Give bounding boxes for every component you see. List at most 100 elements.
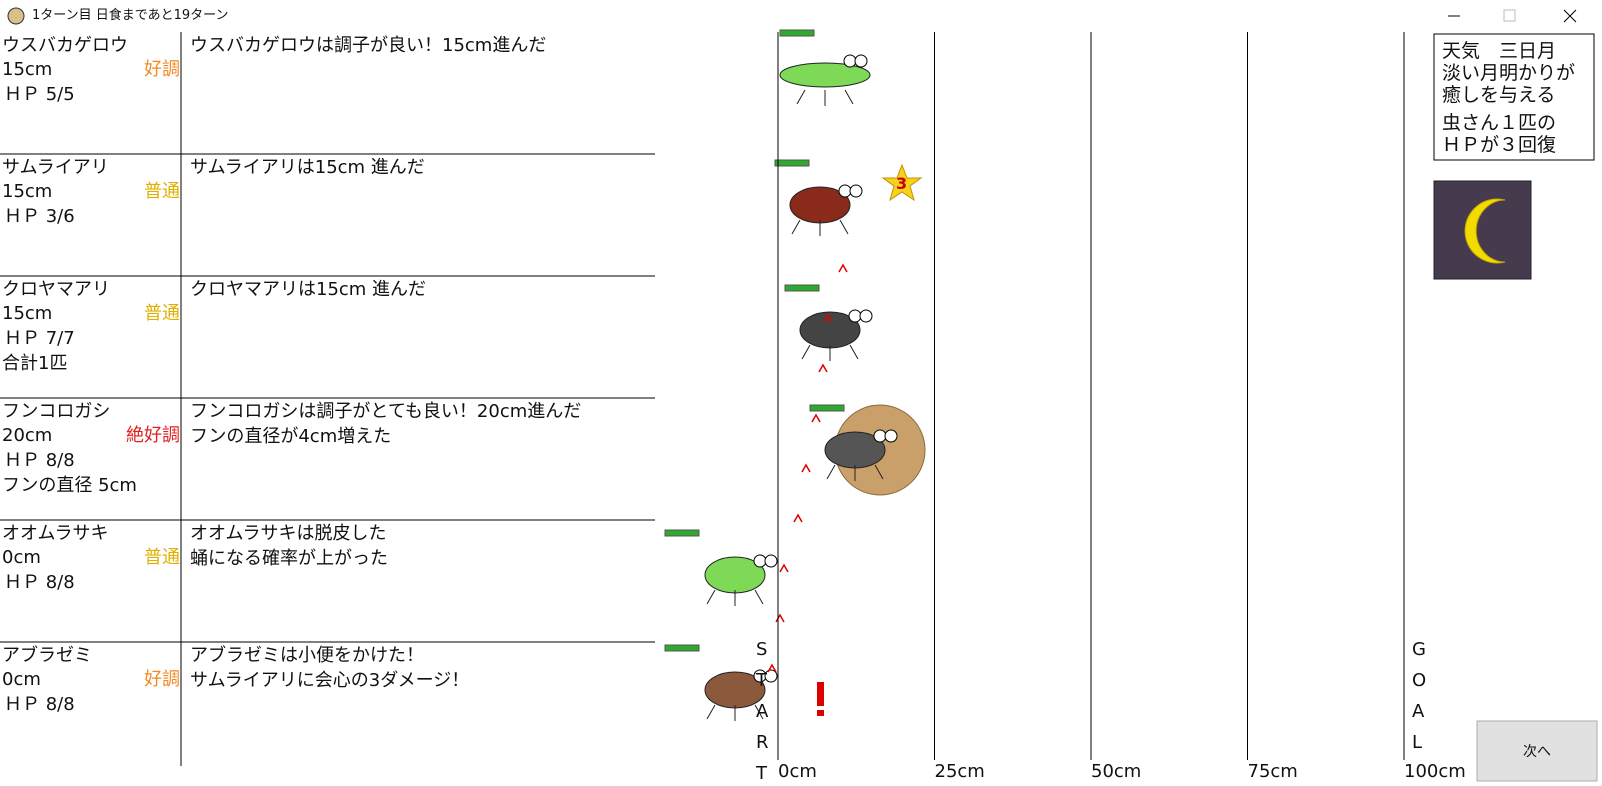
move-trail <box>775 613 785 623</box>
hp-bar <box>774 159 810 167</box>
track-tick-label: 25cm <box>934 761 985 782</box>
insect-hp: ＨＰ 8/8 <box>4 572 75 593</box>
crescent <box>1464 198 1506 264</box>
insect-legs <box>801 344 859 361</box>
hp-bar <box>809 404 845 412</box>
battle-message: フンの直径が4cm増えた <box>190 426 392 447</box>
insect-eye <box>843 54 857 68</box>
insect-distance: 0cm <box>2 547 41 568</box>
move-trail <box>801 463 811 473</box>
insect-legs <box>706 589 764 606</box>
move-trail <box>838 263 848 273</box>
insect-hp: ＨＰ 8/8 <box>4 694 75 715</box>
goal-letter: O <box>1412 670 1427 691</box>
insect-name: オオムラサキ <box>2 523 109 544</box>
moon-icon <box>1433 180 1532 280</box>
hp-bar <box>664 644 700 652</box>
insect-eye <box>764 669 778 683</box>
title-bar <box>0 0 1602 32</box>
insect-hp: ＨＰ 5/5 <box>4 84 75 105</box>
star-badge <box>881 163 923 202</box>
alert-mark <box>817 710 824 716</box>
insect-condition: 好調 <box>144 669 180 690</box>
move-trail <box>793 513 803 523</box>
insect-name: ウスバカゲロウ <box>2 35 128 56</box>
insect-legs <box>791 219 849 236</box>
insect-eye <box>838 184 852 198</box>
insect-name: サムライアリ <box>2 157 109 178</box>
next-button[interactable] <box>1476 720 1598 782</box>
insect-body <box>779 62 871 88</box>
move-trail <box>779 563 789 573</box>
battle-message: クロヤマアリは15cm 進んだ <box>190 279 427 300</box>
start-letter: S <box>756 639 768 660</box>
insect-eye <box>859 309 873 323</box>
battle-message: 蛹になる確率が上がった <box>190 548 388 569</box>
close-button[interactable] <box>1563 9 1577 23</box>
start-letter: T <box>756 670 767 691</box>
app-icon <box>7 7 25 25</box>
insect-legs <box>706 704 764 721</box>
weather-box <box>1433 33 1595 161</box>
move-trail <box>818 363 828 373</box>
start-letter: A <box>756 701 769 722</box>
hp-bar <box>779 29 815 37</box>
track-tick-label: 50cm <box>1091 761 1142 782</box>
goal-letter: L <box>1412 732 1423 753</box>
insect-distance: 15cm <box>2 59 53 80</box>
insect-legs <box>826 464 884 481</box>
weather-text: ＨＰが３回復 <box>1442 134 1557 156</box>
move-trail <box>811 413 821 423</box>
insect-condition: 普通 <box>144 547 180 568</box>
insect-eye <box>764 554 778 568</box>
alert-mark <box>817 682 824 706</box>
insect-condition: 絶好調 <box>126 425 180 446</box>
insect-eye <box>753 554 767 568</box>
track-tick-label: 100cm <box>1404 761 1466 782</box>
insect-condition: 普通 <box>144 303 180 324</box>
hp-bar <box>664 529 700 537</box>
battle-message: アブラゼミは小便をかけた！ <box>190 645 424 666</box>
battle-message: オオムラサキは脱皮した <box>190 523 387 544</box>
insect-condition: 好調 <box>144 59 180 80</box>
damage-badge-number: 3 <box>896 174 908 193</box>
insect-legs <box>796 89 854 106</box>
goal-letter: A <box>1412 701 1425 722</box>
battle-message: ウスバカゲロウは調子が良い！15cm進んだ <box>190 35 547 56</box>
insect-eye <box>884 429 898 443</box>
track-tick-label: 0cm <box>778 761 817 782</box>
battle-message: サムライアリに会心の3ダメージ！ <box>190 670 470 691</box>
insect-name: クロヤマアリ <box>2 279 110 300</box>
start-letter: R <box>756 732 769 753</box>
window-title: 1ターン目 日食まであと19ターン <box>32 8 229 23</box>
weather-text: 天気 三日月 <box>1442 40 1557 62</box>
insect-hp: ＨＰ 7/7 <box>4 328 75 349</box>
insect-eye <box>873 429 887 443</box>
insect-distance: 15cm <box>2 181 53 202</box>
maximize-button[interactable] <box>1503 9 1516 22</box>
insect-hp: ＨＰ 8/8 <box>4 450 75 471</box>
insect-distance: 20cm <box>2 425 53 446</box>
move-trail <box>767 663 777 673</box>
insect-distance: 15cm <box>2 303 53 324</box>
weather-text: 虫さん１匹の <box>1442 112 1557 134</box>
next-button-label[interactable]: 次へ <box>1523 744 1551 760</box>
goal-letter: G <box>1412 639 1426 660</box>
battle-message: サムライアリは15cm 進んだ <box>190 157 425 178</box>
insect-extra: 合計1匹 <box>2 353 68 374</box>
insect-condition: 普通 <box>144 181 180 202</box>
insect-eye <box>854 54 868 68</box>
weather-text: 癒しを与える <box>1442 84 1556 106</box>
insect-eye <box>849 184 863 198</box>
hp-bar <box>784 284 820 292</box>
insect-name: フンコロガシ <box>2 401 111 422</box>
move-trail <box>823 313 833 323</box>
insect-distance: 0cm <box>2 669 41 690</box>
start-letter: T <box>756 763 767 784</box>
insect-extra: フンの直径 5cm <box>2 475 137 496</box>
insect-hp: ＨＰ 3/6 <box>4 206 75 227</box>
weather-text: 淡い月明かりが <box>1442 62 1576 84</box>
insect-eye <box>848 309 862 323</box>
